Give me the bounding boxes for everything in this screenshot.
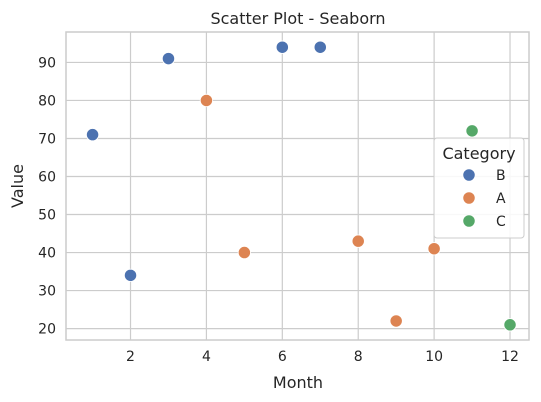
y-tick-label: 90 [38,55,56,71]
x-axis-label: Month [273,373,323,392]
legend: Category BAC [433,137,525,239]
data-point-b [161,51,176,66]
x-tick-label: 10 [425,349,443,365]
legend-label-c: C [496,214,506,230]
data-point-a [237,245,252,260]
y-tick-labels: 20 30 40 50 60 70 80 90 [38,55,56,337]
data-point-c [503,318,517,332]
x-tick-labels: 2 4 6 8 10 12 [126,349,519,365]
legend-title: Category [442,144,515,163]
data-point-b [313,40,327,54]
legend-box [433,137,525,239]
y-tick-label: 50 [38,208,56,224]
data-point-a [427,242,441,256]
legend-marker-c [462,214,476,228]
legend-label-b: B [496,168,506,184]
chart-title: Scatter Plot - Seaborn [210,9,385,28]
legend-marker-b [462,168,476,182]
data-points [85,40,517,332]
y-tick-label: 60 [38,169,56,185]
data-point-a [389,314,403,328]
data-point-a [351,234,365,248]
legend-marker-a [462,191,476,205]
x-tick-label: 4 [202,349,211,365]
y-tick-label: 80 [38,93,56,109]
plot-frame [65,31,530,341]
data-point-b [275,40,289,54]
data-point-b [85,128,100,142]
legend-label-a: A [496,191,506,207]
x-tick-label: 2 [126,349,135,365]
y-tick-label: 40 [38,246,56,262]
y-axis-label: Value [8,164,27,208]
y-tick-label: 70 [38,131,56,147]
y-tick-label: 30 [38,284,56,300]
data-point-b [123,268,138,283]
x-tick-label: 8 [354,349,363,365]
data-point-a [199,93,214,108]
y-tick-label: 20 [38,322,56,338]
x-tick-label: 6 [278,349,287,365]
legend-entries: BAC [462,168,506,230]
data-point-c [465,124,479,138]
x-tick-label: 12 [501,349,519,365]
